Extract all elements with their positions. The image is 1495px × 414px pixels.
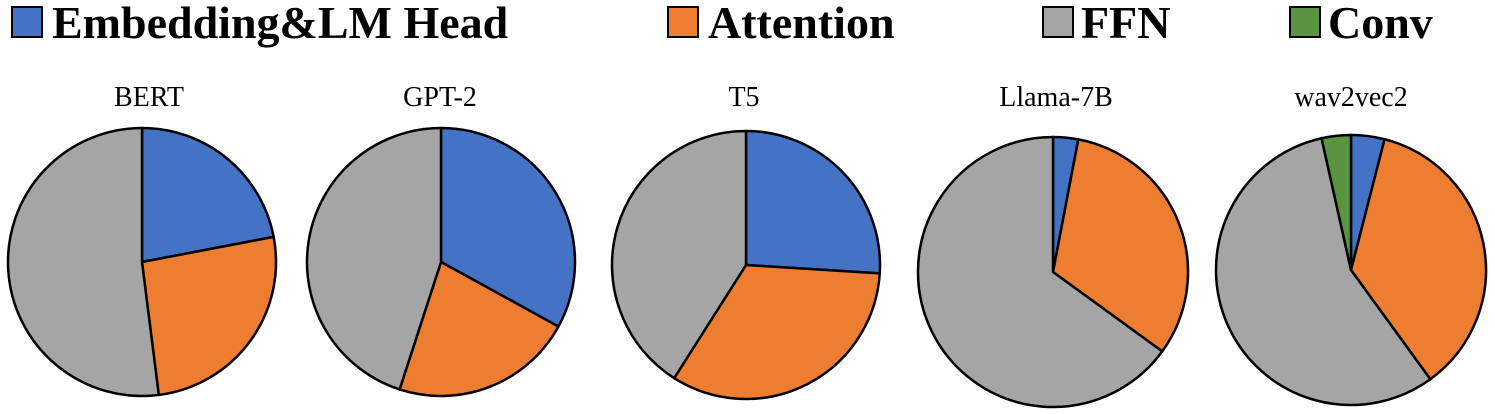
pie-slice-t5-ffn bbox=[610, 129, 748, 380]
pie-title-wav2vec2: wav2vec2 bbox=[1294, 82, 1408, 113]
pie-title-llama7b: Llama-7B bbox=[999, 82, 1113, 113]
legend-swatch-conv bbox=[1289, 6, 1321, 38]
legend-swatch-embedding bbox=[11, 6, 43, 38]
pie-slice-llama7b-attention bbox=[1051, 138, 1190, 353]
pie-title-bert: BERT bbox=[114, 82, 184, 113]
pie-slice-wav2vec2-ffn bbox=[1214, 137, 1432, 407]
pies-group bbox=[6, 126, 1488, 409]
pie-title-gpt2: GPT-2 bbox=[403, 82, 477, 113]
legend: Embedding&LM Head Attention FFN Conv bbox=[11, 0, 1433, 48]
pie-slice-gpt2-embedding-lm-head bbox=[439, 126, 577, 328]
pie-slice-bert-embedding-lm-head bbox=[140, 126, 275, 264]
pie-title-t5: T5 bbox=[728, 82, 759, 113]
legend-label-ffn: FFN bbox=[1081, 0, 1170, 48]
pie-slice-wav2vec2-conv bbox=[1320, 133, 1353, 272]
pie-slice-gpt2-attention bbox=[398, 260, 560, 398]
pie-slice-gpt2-ffn bbox=[305, 126, 443, 391]
legend-swatch-ffn bbox=[1042, 6, 1074, 38]
legend-swatch-attention bbox=[667, 6, 699, 38]
legend-label-conv: Conv bbox=[1328, 0, 1433, 48]
pie-slice-wav2vec2-attention bbox=[1349, 137, 1488, 381]
pie-slice-bert-attention bbox=[140, 235, 278, 397]
legend-label-attention: Attention bbox=[708, 0, 895, 48]
pie-slice-llama7b-ffn bbox=[916, 135, 1164, 409]
pie-slice-t5-embedding-lm-head bbox=[744, 129, 882, 275]
legend-label-embedding: Embedding&LM Head bbox=[52, 0, 509, 48]
pie-slice-bert-ffn bbox=[6, 126, 161, 398]
